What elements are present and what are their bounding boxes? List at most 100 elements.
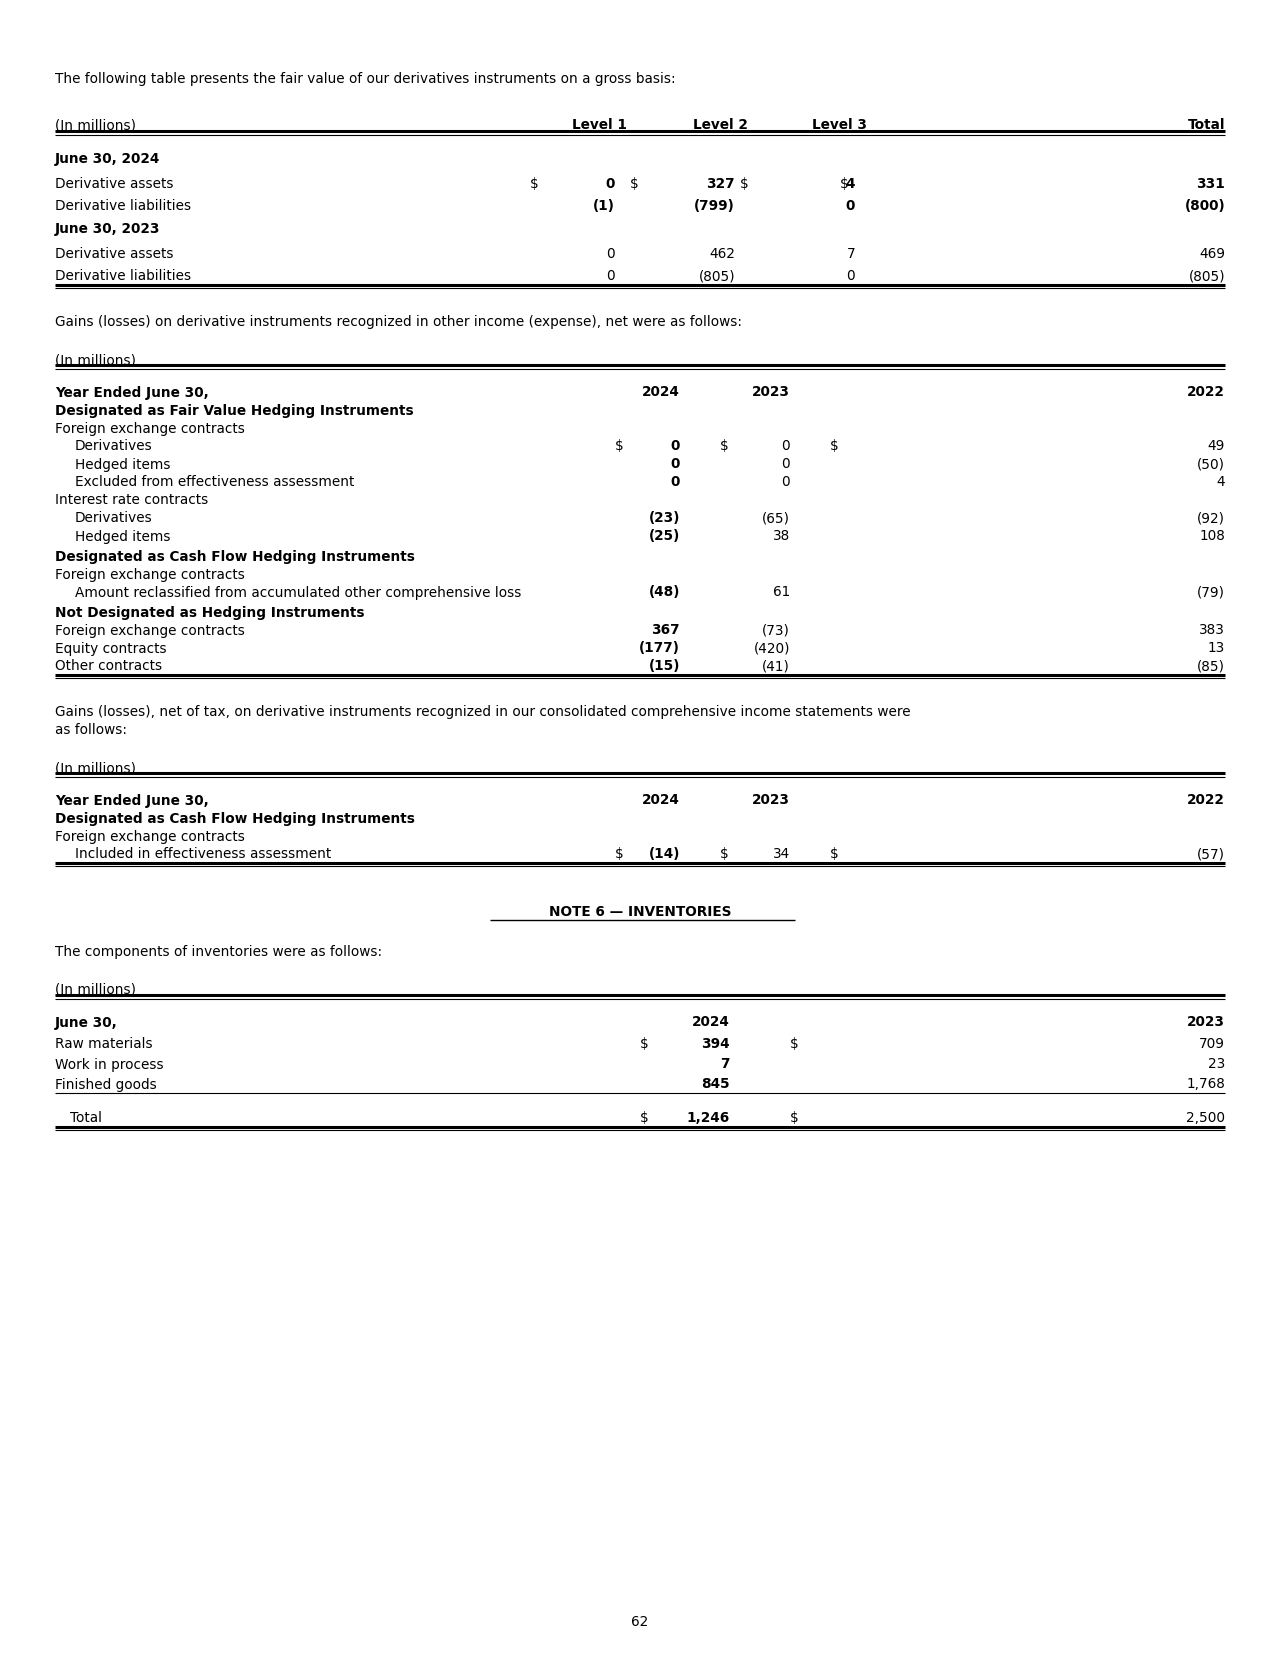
Text: Hedged items: Hedged items	[76, 457, 170, 472]
Text: 108: 108	[1199, 530, 1225, 543]
Text: $: $	[790, 1111, 799, 1125]
Text: June 30, 2023: June 30, 2023	[55, 222, 160, 235]
Text: Level 2: Level 2	[692, 118, 748, 132]
Text: 2024: 2024	[692, 1015, 730, 1029]
Text: 23: 23	[1208, 1058, 1225, 1071]
Text: 367: 367	[652, 624, 680, 637]
Text: $: $	[840, 177, 849, 192]
Text: $: $	[630, 177, 639, 192]
Text: 13: 13	[1208, 640, 1225, 655]
Text: 0: 0	[671, 439, 680, 453]
Text: Derivatives: Derivatives	[76, 511, 152, 525]
Text: 0: 0	[671, 475, 680, 490]
Text: Total: Total	[70, 1111, 102, 1125]
Text: (50): (50)	[1197, 457, 1225, 472]
Text: Designated as Cash Flow Hedging Instruments: Designated as Cash Flow Hedging Instrume…	[55, 549, 415, 563]
Text: 61: 61	[773, 586, 790, 599]
Text: 0: 0	[781, 475, 790, 490]
Text: 62: 62	[631, 1614, 649, 1629]
Text: Derivative assets: Derivative assets	[55, 247, 174, 261]
Text: Finished goods: Finished goods	[55, 1077, 156, 1091]
Text: $: $	[640, 1038, 649, 1051]
Text: Derivative assets: Derivative assets	[55, 177, 174, 192]
Text: Hedged items: Hedged items	[76, 530, 170, 543]
Text: NOTE 6 — INVENTORIES: NOTE 6 — INVENTORIES	[549, 904, 731, 919]
Text: 394: 394	[701, 1038, 730, 1051]
Text: Derivatives: Derivatives	[76, 439, 152, 453]
Text: 4: 4	[846, 177, 855, 192]
Text: 0: 0	[671, 457, 680, 472]
Text: (In millions): (In millions)	[55, 353, 136, 367]
Text: (23): (23)	[649, 511, 680, 525]
Text: (14): (14)	[649, 847, 680, 861]
Text: June 30, 2024: June 30, 2024	[55, 151, 160, 166]
Text: 709: 709	[1199, 1038, 1225, 1051]
Text: 0: 0	[846, 199, 855, 213]
Text: The components of inventories were as follows:: The components of inventories were as fo…	[55, 945, 383, 958]
Text: 469: 469	[1199, 247, 1225, 261]
Text: $: $	[829, 847, 838, 861]
Text: Foreign exchange contracts: Foreign exchange contracts	[55, 568, 244, 581]
Text: $: $	[740, 177, 749, 192]
Text: $: $	[719, 439, 728, 453]
Text: (15): (15)	[649, 659, 680, 674]
Text: (805): (805)	[1188, 270, 1225, 283]
Text: 0: 0	[846, 270, 855, 283]
Text: 845: 845	[701, 1077, 730, 1091]
Text: 4: 4	[1216, 475, 1225, 490]
Text: (25): (25)	[649, 530, 680, 543]
Text: (800): (800)	[1184, 199, 1225, 213]
Text: (85): (85)	[1197, 659, 1225, 674]
Text: Derivative liabilities: Derivative liabilities	[55, 199, 191, 213]
Text: 2022: 2022	[1187, 386, 1225, 399]
Text: (73): (73)	[762, 624, 790, 637]
Text: 2023: 2023	[753, 386, 790, 399]
Text: (In millions): (In millions)	[55, 983, 136, 996]
Text: Amount reclassified from accumulated other comprehensive loss: Amount reclassified from accumulated oth…	[76, 586, 521, 599]
Text: 2023: 2023	[753, 793, 790, 808]
Text: 0: 0	[607, 247, 614, 261]
Text: Not Designated as Hedging Instruments: Not Designated as Hedging Instruments	[55, 606, 365, 619]
Text: 331: 331	[1196, 177, 1225, 192]
Text: 34: 34	[773, 847, 790, 861]
Text: Total: Total	[1188, 118, 1225, 132]
Text: Foreign exchange contracts: Foreign exchange contracts	[55, 829, 244, 842]
Text: Gains (losses), net of tax, on derivative instruments recognized in our consolid: Gains (losses), net of tax, on derivativ…	[55, 705, 910, 718]
Text: Year Ended June 30,: Year Ended June 30,	[55, 793, 209, 808]
Text: (805): (805)	[699, 270, 735, 283]
Text: 462: 462	[709, 247, 735, 261]
Text: (177): (177)	[639, 640, 680, 655]
Text: Included in effectiveness assessment: Included in effectiveness assessment	[76, 847, 332, 861]
Text: (In millions): (In millions)	[55, 118, 136, 132]
Text: Level 1: Level 1	[572, 118, 627, 132]
Text: Gains (losses) on derivative instruments recognized in other income (expense), n: Gains (losses) on derivative instruments…	[55, 314, 742, 329]
Text: 327: 327	[707, 177, 735, 192]
Text: $: $	[640, 1111, 649, 1125]
Text: 383: 383	[1199, 624, 1225, 637]
Text: Interest rate contracts: Interest rate contracts	[55, 493, 209, 506]
Text: $: $	[829, 439, 838, 453]
Text: The following table presents the fair value of our derivatives instruments on a : The following table presents the fair va…	[55, 71, 676, 86]
Text: (In millions): (In millions)	[55, 761, 136, 775]
Text: 1,246: 1,246	[687, 1111, 730, 1125]
Text: (79): (79)	[1197, 586, 1225, 599]
Text: 0: 0	[781, 457, 790, 472]
Text: $: $	[790, 1038, 799, 1051]
Text: Designated as Fair Value Hedging Instruments: Designated as Fair Value Hedging Instrum…	[55, 404, 413, 417]
Text: (1): (1)	[593, 199, 614, 213]
Text: Level 3: Level 3	[813, 118, 868, 132]
Text: (92): (92)	[1197, 511, 1225, 525]
Text: Designated as Cash Flow Hedging Instruments: Designated as Cash Flow Hedging Instrume…	[55, 811, 415, 824]
Text: 1,768: 1,768	[1187, 1077, 1225, 1091]
Text: 0: 0	[605, 177, 614, 192]
Text: Foreign exchange contracts: Foreign exchange contracts	[55, 624, 244, 637]
Text: (65): (65)	[762, 511, 790, 525]
Text: (420): (420)	[754, 640, 790, 655]
Text: 7: 7	[846, 247, 855, 261]
Text: as follows:: as follows:	[55, 723, 127, 736]
Text: Work in process: Work in process	[55, 1058, 164, 1071]
Text: (57): (57)	[1197, 847, 1225, 861]
Text: $: $	[614, 439, 623, 453]
Text: (48): (48)	[649, 586, 680, 599]
Text: 2023: 2023	[1187, 1015, 1225, 1029]
